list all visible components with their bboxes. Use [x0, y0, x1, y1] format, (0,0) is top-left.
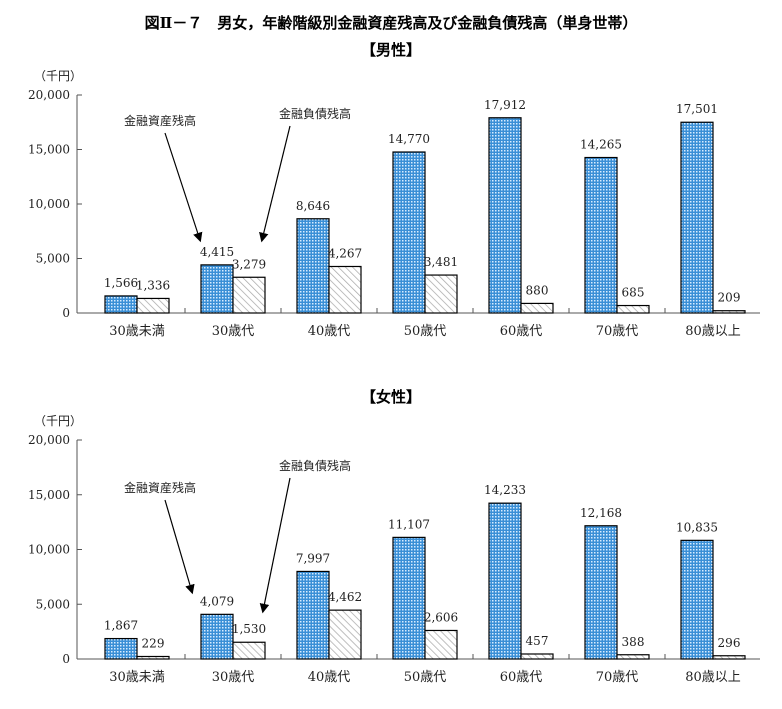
y-tick-label: 15,000 — [28, 488, 70, 502]
debt-bar — [328, 265, 362, 314]
asset-value-label: 14,233 — [484, 483, 526, 497]
debt-value-label: 2,606 — [424, 610, 458, 624]
asset-bar — [488, 117, 522, 314]
annotation-arrow — [164, 132, 203, 243]
y-tick-label: 5,000 — [36, 252, 70, 266]
category-label: 40歳代 — [308, 670, 351, 685]
asset-value-label: 11,107 — [388, 517, 430, 531]
legend-annotation: 金融資産残高 — [124, 113, 196, 128]
annotation-arrow — [259, 477, 291, 614]
y-tick-label: 10,000 — [28, 543, 70, 557]
debt-bar — [232, 276, 266, 314]
category-label: 70歳代 — [596, 324, 639, 339]
debt-value-label: 1,530 — [232, 622, 266, 636]
asset-bar — [104, 295, 138, 314]
asset-bar — [296, 218, 330, 314]
asset-bar — [392, 536, 426, 660]
figure-title: 図Ⅱ－７ 男女，年齢階級別金融資産残高及び金融負債残高（単身世帯） — [145, 14, 638, 32]
asset-value-label: 17,912 — [484, 98, 526, 112]
asset-value-label: 12,168 — [580, 506, 622, 520]
debt-value-label: 3,481 — [424, 255, 458, 269]
debt-bar — [424, 629, 458, 660]
category-label: 50歳代 — [404, 324, 447, 339]
debt-bar — [712, 655, 746, 660]
y-axis-unit: （千円） — [34, 414, 82, 428]
debt-bar — [136, 297, 170, 314]
asset-bar — [200, 264, 234, 314]
category-label: 30歳代 — [212, 670, 255, 685]
debt-bar — [328, 609, 362, 660]
category-label: 50歳代 — [404, 670, 447, 685]
asset-value-label: 14,770 — [388, 132, 430, 146]
debt-bar — [616, 654, 650, 660]
asset-bar — [296, 570, 330, 660]
category-label: 60歳代 — [500, 670, 543, 685]
legend-annotation: 金融負債残高 — [279, 106, 351, 121]
category-label: 80歳以上 — [685, 670, 741, 685]
y-tick-label: 10,000 — [28, 197, 70, 211]
category-label: 30歳未満 — [109, 670, 165, 685]
asset-value-label: 14,265 — [580, 138, 622, 152]
panel-title: 【男性】 — [361, 41, 421, 59]
panel-title: 【女性】 — [361, 388, 421, 406]
debt-bar — [136, 655, 170, 660]
debt-value-label: 685 — [622, 286, 645, 300]
y-tick-label: 5,000 — [36, 597, 70, 611]
asset-bar — [488, 502, 522, 660]
asset-bar — [584, 156, 618, 314]
asset-bar — [200, 613, 234, 660]
legend-annotation: 金融負債残高 — [279, 458, 351, 473]
asset-value-label: 1,867 — [104, 619, 138, 633]
asset-value-label: 8,646 — [296, 199, 330, 213]
debt-bar — [520, 653, 554, 660]
category-label: 60歳代 — [500, 324, 543, 339]
y-axis-unit: （千円） — [34, 69, 82, 83]
debt-bar — [520, 302, 554, 314]
asset-value-label: 4,079 — [200, 594, 234, 608]
asset-bar — [680, 539, 714, 660]
debt-value-label: 4,462 — [328, 590, 362, 604]
asset-value-label: 10,835 — [676, 520, 718, 534]
category-label: 30歳代 — [212, 324, 255, 339]
debt-bar — [712, 310, 746, 314]
asset-bar — [392, 151, 426, 314]
debt-value-label: 296 — [718, 636, 741, 650]
debt-value-label: 209 — [718, 291, 741, 305]
asset-value-label: 7,997 — [296, 551, 330, 565]
debt-value-label: 4,267 — [328, 246, 362, 260]
annotation-arrow — [259, 125, 291, 243]
debt-value-label: 229 — [142, 636, 165, 650]
asset-value-label: 17,501 — [676, 102, 718, 116]
y-tick-label: 0 — [62, 306, 70, 320]
asset-bar — [104, 637, 138, 660]
asset-bar — [680, 121, 714, 314]
asset-value-label: 4,415 — [200, 245, 234, 259]
y-tick-label: 20,000 — [28, 88, 70, 102]
debt-bar — [232, 641, 266, 660]
debt-value-label: 880 — [526, 283, 549, 297]
asset-value-label: 1,566 — [104, 276, 138, 290]
asset-bar — [584, 525, 618, 660]
category-label: 40歳代 — [308, 324, 351, 339]
category-label: 70歳代 — [596, 670, 639, 685]
category-label: 30歳未満 — [109, 324, 165, 339]
legend-annotation: 金融資産残高 — [124, 480, 196, 495]
debt-value-label: 388 — [622, 635, 645, 649]
y-tick-label: 15,000 — [28, 143, 70, 157]
debt-value-label: 3,279 — [232, 257, 266, 271]
y-tick-label: 0 — [62, 652, 70, 666]
category-label: 80歳以上 — [685, 324, 741, 339]
debt-bar — [616, 304, 650, 314]
annotation-arrow — [164, 499, 195, 595]
debt-value-label: 457 — [526, 634, 549, 648]
debt-bar — [424, 274, 458, 314]
y-tick-label: 20,000 — [28, 433, 70, 447]
debt-value-label: 1,336 — [136, 278, 170, 292]
